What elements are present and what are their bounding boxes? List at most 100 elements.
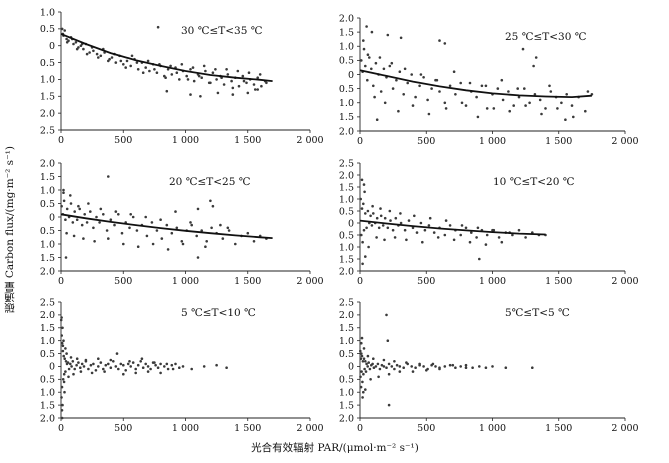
scatter-point <box>386 226 390 230</box>
scatter-point <box>360 352 363 355</box>
scatter-point <box>365 25 368 28</box>
scatter-point <box>570 104 574 107</box>
scatter-point <box>374 61 378 65</box>
y-tick-label: 1.5 <box>40 172 55 183</box>
x-tick-label: 2 000 <box>296 135 323 146</box>
scatter-point <box>389 219 392 222</box>
scatter-point <box>407 219 411 222</box>
y-tick-label: 0.5 <box>40 349 55 360</box>
scatter-point <box>83 213 86 216</box>
scatter-point <box>128 360 131 363</box>
scatter-point <box>405 238 408 242</box>
scatter-point <box>110 56 114 59</box>
scatter-point <box>476 115 480 119</box>
scatter-point <box>395 363 399 367</box>
y-tick-label: 0.5 <box>40 226 55 237</box>
scatter-point <box>410 73 414 76</box>
scatter-point <box>107 175 110 178</box>
scatter-point <box>517 95 521 99</box>
scatter-point <box>185 74 188 78</box>
scatter-point <box>109 218 113 221</box>
x-tick-label: 1 500 <box>545 423 572 434</box>
scatter-point <box>181 242 185 246</box>
scatter-point <box>221 237 225 240</box>
scatter-point <box>102 367 105 371</box>
scatter-point <box>367 245 370 249</box>
scatter-point <box>454 93 457 96</box>
scatter-point <box>385 366 388 370</box>
y-tick-label: 0 <box>348 362 354 373</box>
scatter-point <box>89 210 92 213</box>
scatter-point <box>419 73 423 76</box>
scatter-point <box>73 210 76 213</box>
scatter-point <box>361 262 364 266</box>
scatter-point <box>60 396 63 399</box>
x-tick-label: 1 000 <box>479 136 506 147</box>
scatter-point <box>378 56 382 59</box>
scatter-point <box>411 104 415 107</box>
scatter-point <box>62 199 66 203</box>
scatter-point <box>504 366 508 370</box>
scatter-point <box>165 362 169 366</box>
scatter-point <box>170 73 174 76</box>
scatter-point <box>414 95 417 99</box>
y-tick-label: 0 <box>49 41 55 52</box>
scatter-point <box>64 218 67 221</box>
y-tick-label: 2.0 <box>339 310 354 321</box>
x-tick-label: 1 000 <box>172 276 199 287</box>
scatter-point <box>63 390 66 394</box>
scatter-point <box>146 365 150 368</box>
y-tick-label: 0.5 <box>339 206 354 217</box>
scatter-point <box>418 362 421 366</box>
scatter-point <box>85 52 89 56</box>
scatter-point <box>403 228 407 232</box>
scatter-point <box>260 84 263 88</box>
scatter-point <box>99 207 103 211</box>
scatter-point <box>65 37 68 41</box>
scatter-point <box>214 68 217 71</box>
scatter-point <box>141 366 145 370</box>
scatter-point <box>452 238 456 242</box>
scatter-point <box>200 229 203 232</box>
scatter-point <box>74 41 78 44</box>
scatter-point <box>216 91 220 95</box>
scatter-point <box>62 339 65 343</box>
scatter-point <box>434 365 437 368</box>
scatter-point <box>388 209 392 213</box>
scatter-point <box>368 367 372 371</box>
y-tick-label: 1.5 <box>40 253 55 264</box>
y-tick-label: 2.5 <box>40 297 55 308</box>
scatter-point <box>204 69 207 73</box>
scatter-point <box>130 54 134 58</box>
scatter-point <box>516 87 519 90</box>
scatter-point <box>584 109 587 113</box>
scatter-point <box>475 95 478 99</box>
y-tick-label: 0.5 <box>40 58 55 69</box>
scatter-point <box>196 256 200 259</box>
scatter-point <box>122 242 125 246</box>
scatter-point <box>360 178 364 182</box>
scatter-point <box>390 365 394 368</box>
scatter-point <box>190 367 193 371</box>
scatter-point <box>175 226 179 230</box>
scatter-point <box>451 363 455 367</box>
scatter-point <box>197 74 201 78</box>
y-tick-label: 1.5 <box>339 400 354 411</box>
scatter-point <box>421 240 424 244</box>
scatter-point <box>517 228 521 232</box>
scatter-point <box>60 409 64 412</box>
scatter-point <box>122 372 125 376</box>
scatter-point <box>122 363 125 367</box>
scatter-point <box>105 229 109 232</box>
scatter-point <box>383 101 387 105</box>
scatter-point <box>94 369 98 372</box>
scatter-point <box>265 81 268 85</box>
scatter-point <box>144 215 147 219</box>
y-tick-label: 1.0 <box>40 7 55 18</box>
y-tick-label: 0 <box>49 212 55 223</box>
scatter-point <box>231 93 235 96</box>
scatter-point <box>548 84 551 88</box>
scatter-point <box>256 88 260 91</box>
scatter-point <box>454 366 457 370</box>
panel-title: 5 ℃≤T<10 ℃ <box>181 307 256 319</box>
